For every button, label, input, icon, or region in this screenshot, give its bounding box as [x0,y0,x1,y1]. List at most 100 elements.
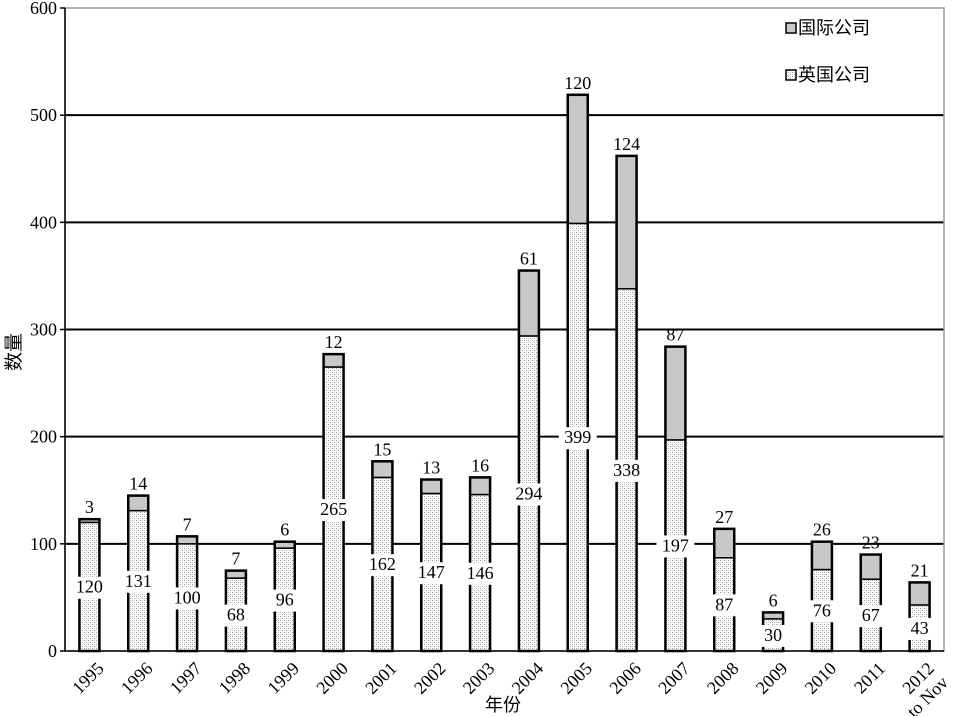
data-label-uk: 67 [862,605,880,625]
data-label-bg [70,576,109,599]
x-tick-label: 1995 [68,658,108,698]
x-tick-label-line: 2003 [459,658,499,698]
data-label-bg [558,427,597,450]
x-tick-label: 2003 [459,658,499,698]
legend-label: 国际公司 [798,18,870,38]
bar-segment-international [322,353,345,368]
data-label-international: 124 [613,134,640,154]
x-tick-label: 2002 [410,658,450,698]
data-label-bg [509,483,548,506]
data-label-uk: 197 [662,535,689,555]
data-label-international: 87 [666,325,684,345]
data-label-uk: 100 [174,587,201,607]
y-tick-label: 100 [30,534,57,554]
data-label-international: 14 [129,474,147,494]
x-tick-label: 2009 [752,658,792,698]
data-label-uk: 294 [515,483,542,503]
bar-segment-international [567,94,589,225]
data-label-uk: 131 [125,571,152,591]
x-axis-label: 年份 [485,695,521,715]
x-tick-label-line: 2008 [703,658,743,698]
x-tick-label-line: 1997 [166,658,206,698]
bar-segment-international [811,540,833,571]
bar-segment-international [713,528,735,559]
bar-segment-international [908,581,931,606]
data-label-bg [607,459,646,482]
data-label-international: 13 [422,458,440,478]
bar-segment-international [371,460,394,479]
legend-swatch [785,69,797,81]
data-label-bg [363,554,402,577]
x-tick-label: 1999 [263,658,303,698]
data-label-bg [270,589,299,612]
data-label-bg [807,600,836,623]
data-label-bg [461,562,500,585]
data-label-international: 6 [280,520,289,540]
x-tick-label-line: 2007 [654,658,694,698]
data-label-uk: 43 [911,618,929,638]
x-tick-label: 1997 [166,658,206,698]
x-tick-label-line: 2000 [312,658,352,698]
bar-segment-international [664,345,687,441]
bars [78,93,931,653]
x-tick-label: 2011 [850,658,889,697]
x-tick-label: 2008 [703,658,743,698]
y-tick-label: 500 [30,105,57,125]
x-tick-label-line: 2006 [605,658,645,698]
bar-segment-international [469,476,491,496]
data-label-uk: 96 [276,590,294,610]
data-label-international: 7 [183,514,192,534]
bar-segment-international [127,494,149,512]
x-tick-label-line: 1995 [68,658,108,698]
data-label-uk: 76 [813,600,831,620]
data-label-international: 12 [325,332,343,352]
x-tick-label-line: 1998 [215,658,255,698]
data-label-uk: 265 [320,499,347,519]
y-tick-label: 600 [30,0,57,18]
data-label-bg [168,587,207,610]
data-label-uk: 146 [467,563,494,583]
data-label-uk: 87 [715,594,733,614]
y-tick-label: 0 [48,641,57,661]
data-label-uk: 162 [369,554,396,574]
x-tick-label-line: 2010 [801,658,841,698]
data-label-uk: 120 [76,577,103,597]
data-label-bg [656,535,695,558]
bar-segment-international [518,269,540,337]
data-label-international: 15 [373,439,391,459]
data-label-bg [119,570,158,593]
bar-segment-international [615,155,638,290]
data-label-international: 27 [715,507,733,527]
data-label-international: 61 [520,249,538,269]
y-tick-label: 400 [30,212,57,232]
data-label-international: 16 [471,455,489,475]
data-labels: 3 120 14 131 7 100 7 68 6 96 12 265 15 162 13 147 16 146 6… [70,73,934,647]
x-tick-label: 2005 [556,658,596,698]
x-tick-label-line: 1999 [263,658,303,698]
data-label-uk: 30 [764,625,782,645]
x-tick-label: 2010 [801,658,841,698]
y-tick-label: 300 [30,320,57,340]
data-label-uk: 68 [227,605,245,625]
x-tick-label-line: 2001 [361,658,401,698]
x-tick-label: 2000 [312,658,352,698]
y-tick-label: 200 [30,427,57,447]
x-tick-label-line: 2009 [752,658,792,698]
data-label-bg [314,499,353,522]
x-tick-label: 2007 [654,658,694,698]
data-label-uk: 399 [564,427,591,447]
x-tick-label: 1998 [215,658,255,698]
data-label-international: 23 [862,533,880,553]
y-axis-label: 数量 [3,333,25,371]
gridlines [65,114,944,545]
x-tick-label: 2001 [361,658,401,698]
data-label-uk: 338 [613,460,640,480]
data-label-international: 21 [911,560,929,580]
x-tick-label: 2006 [605,658,645,698]
x-tick-label-line: 2004 [508,658,548,698]
data-label-bg [856,605,885,628]
data-label-international: 26 [813,520,831,540]
x-tick-label: 1996 [117,658,157,698]
data-label-international: 6 [769,590,778,610]
